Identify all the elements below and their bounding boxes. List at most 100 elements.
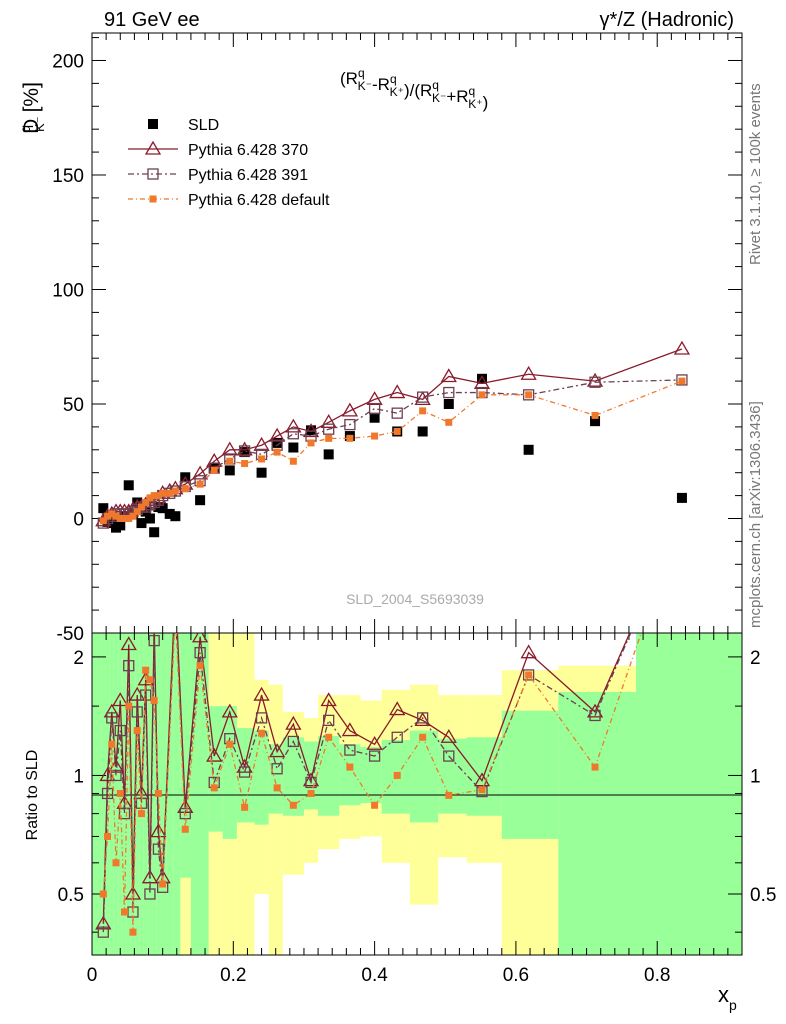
ratio-point-2-31 <box>478 786 486 794</box>
formula-sup: q <box>432 78 439 92</box>
main-axes: -50 0 50 100 150 200 <box>52 33 742 645</box>
main-point-3-23 <box>273 448 281 456</box>
ylabel-symbol: D <box>20 119 43 134</box>
ratio-xtick-label: 0.6 <box>503 965 529 986</box>
main-point-3-33 <box>525 391 533 399</box>
ratio-ytick-label: 0.5 <box>58 885 84 906</box>
main-series-layer <box>95 340 691 538</box>
ratio-point-2-2 <box>108 740 116 748</box>
ratio-point-2-12 <box>150 696 158 704</box>
legend-entry-1: Pythia 6.428 370 <box>128 140 308 159</box>
uncertainty-1sigma-bin-4 <box>113 633 119 955</box>
main-point-0-11 <box>144 513 155 524</box>
main-point-3-21 <box>241 460 249 468</box>
main-ytick-label: 200 <box>52 51 84 72</box>
ratio-point-1-6 <box>123 660 135 672</box>
header-left-label: 91 GeV ee <box>104 9 200 31</box>
ratio-point-2-14 <box>159 880 167 888</box>
main-ytick-label: 150 <box>52 166 84 187</box>
xlabel: xp <box>718 982 737 1013</box>
uncertainty-1sigma-bin-23 <box>254 730 269 825</box>
main-point-2-31 <box>443 386 455 399</box>
main-point-3-25 <box>307 439 315 447</box>
uncertainty-1sigma-bin-31 <box>409 730 439 823</box>
ratio-point-2-0 <box>99 890 107 898</box>
main-point-1-24 <box>285 418 302 433</box>
main-point-1-19 <box>206 452 223 467</box>
main-point-3-28 <box>371 432 379 440</box>
ratio-point-1-16 <box>179 807 191 820</box>
main-point-3-34 <box>591 411 599 419</box>
uncertainty-1sigma-bin-15 <box>160 633 167 955</box>
main-ylabel: DqK⁻ [%] <box>17 82 47 134</box>
main-point-0-22 <box>256 467 267 478</box>
ratio-point-2-34 <box>678 511 685 518</box>
ratio-point-2-3 <box>112 859 120 867</box>
main-series-line-2 <box>102 379 682 524</box>
ratio-point-2-24 <box>307 789 315 797</box>
ratio-axes: 0 0.2 0.4 0.6 0.8 0.5 0.5 1 1 2 2 <box>58 633 776 986</box>
main-point-3-5 <box>121 514 128 522</box>
ratio-point-1-30 <box>443 750 455 762</box>
legend-marker-1 <box>144 140 162 155</box>
ratio-point-0-26 <box>341 722 359 737</box>
main-point-3-11 <box>146 494 154 502</box>
ratio-point-1-2 <box>106 712 118 724</box>
uncertainty-1sigma-bin-22 <box>236 727 255 823</box>
uncertainty-1sigma-bin-16 <box>166 633 174 955</box>
main-point-0-15 <box>164 508 175 519</box>
legend-label-2: Pythia 6.428 391 <box>188 167 308 184</box>
main-point-3-2 <box>108 510 116 518</box>
main-ytick-label: 100 <box>52 280 84 301</box>
main-series-3 <box>99 377 686 525</box>
main-point-3-32 <box>478 391 486 399</box>
ratio-point-2-30 <box>445 791 453 799</box>
analysis-watermark: SLD_2004_S5693039 <box>346 591 484 607</box>
header-right-label: γ*/Z (Hadronic) <box>600 9 734 31</box>
main-point-0-33 <box>523 444 534 455</box>
main-point-3-30 <box>419 407 427 415</box>
main-point-3-24 <box>289 457 297 465</box>
uncertainty-1sigma-bin-28 <box>339 744 361 806</box>
main-point-0-4 <box>115 520 126 531</box>
ratio-point-1-23 <box>287 735 300 748</box>
main-point-2-24 <box>287 428 300 440</box>
uncertainty-3sigma-bin-24 <box>268 684 283 955</box>
ratio-series-line-0 <box>102 633 631 924</box>
formula-part: -R <box>372 75 390 94</box>
ratio-ylabel: Ratio to SLD <box>24 750 41 841</box>
main-point-3-6 <box>125 514 133 522</box>
ratio-point-2-13 <box>154 789 162 797</box>
ratio-point-0-32 <box>520 644 537 659</box>
uncertainty-1sigma-bin-1 <box>101 633 106 955</box>
ratio-point-0-29 <box>414 712 431 727</box>
main-ytick-label: 50 <box>63 395 84 416</box>
ratio-point-2-11 <box>146 676 154 684</box>
ratio-point-2-9 <box>137 810 145 818</box>
ratio-point-2-27 <box>371 801 379 809</box>
main-point-0-24 <box>288 442 299 453</box>
main-point-1-26 <box>320 414 337 428</box>
ratio-point-2-18 <box>210 784 218 792</box>
uncertainty-1sigma-bin-13 <box>152 633 157 955</box>
ratio-point-1-3 <box>110 769 122 782</box>
formula-sup: q <box>469 84 476 98</box>
ratio-point-0-22 <box>268 743 286 758</box>
main-point-1-27 <box>341 402 359 417</box>
main-point-3-31 <box>445 418 453 426</box>
ratio-ytick-label-right: 0.5 <box>750 885 776 906</box>
main-point-3-16 <box>171 487 179 495</box>
ratio-point-2-25 <box>325 733 333 741</box>
ratio-point-2-33 <box>591 763 599 771</box>
main-point-2-29 <box>391 407 403 419</box>
ratio-point-1-26 <box>344 744 356 756</box>
ratio-uncertainty-bands <box>92 633 742 955</box>
main-point-1-30 <box>414 391 431 406</box>
ratio-point-2-28 <box>393 771 401 779</box>
ratio-point-2-4 <box>116 789 124 797</box>
legend-marker-2 <box>147 168 159 180</box>
legend: SLD Pythia 6.428 370 Pythia 6.428 391 Pythi… <box>128 117 330 209</box>
ratio-ytick-label-right: 1 <box>750 766 761 787</box>
main-point-0-12 <box>149 527 160 538</box>
main-point-1-32 <box>473 375 491 390</box>
